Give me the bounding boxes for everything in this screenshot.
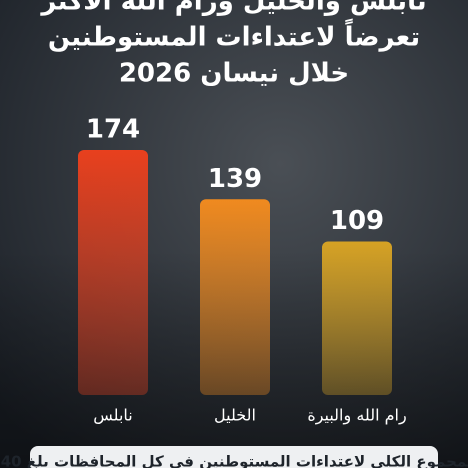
bar xyxy=(322,241,392,395)
value-label: 139 xyxy=(208,164,262,194)
title-line: خلال نيسان 2026 xyxy=(119,59,349,89)
title-line: نابلس والخليل ورام الله الأكثر xyxy=(39,0,426,17)
value-label: 174 xyxy=(86,115,140,145)
bar xyxy=(200,199,270,395)
bar xyxy=(78,150,148,395)
category-label: رام الله والبيرة xyxy=(307,406,406,426)
category-label: الخليل xyxy=(214,406,256,425)
title-line: تعرضاً لاعتداءات المستوطنين xyxy=(48,18,420,53)
footer: المجموع الكلي لاعتداءات المستوطنين في كل… xyxy=(0,453,468,468)
footer-box xyxy=(30,446,438,468)
category-label: نابلس xyxy=(93,406,132,426)
value-label: 109 xyxy=(330,206,384,236)
